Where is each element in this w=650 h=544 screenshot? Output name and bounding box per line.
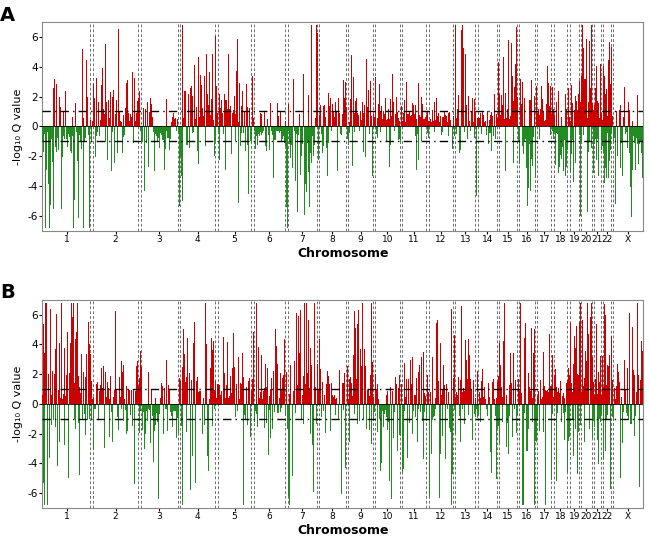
Text: A: A — [0, 5, 15, 24]
Y-axis label: -log₁₀ Q value: -log₁₀ Q value — [14, 88, 23, 164]
Text: B: B — [0, 283, 15, 302]
Y-axis label: -log₁₀ Q value: -log₁₀ Q value — [14, 366, 23, 442]
X-axis label: Chromosome: Chromosome — [297, 524, 389, 537]
X-axis label: Chromosome: Chromosome — [297, 246, 389, 259]
